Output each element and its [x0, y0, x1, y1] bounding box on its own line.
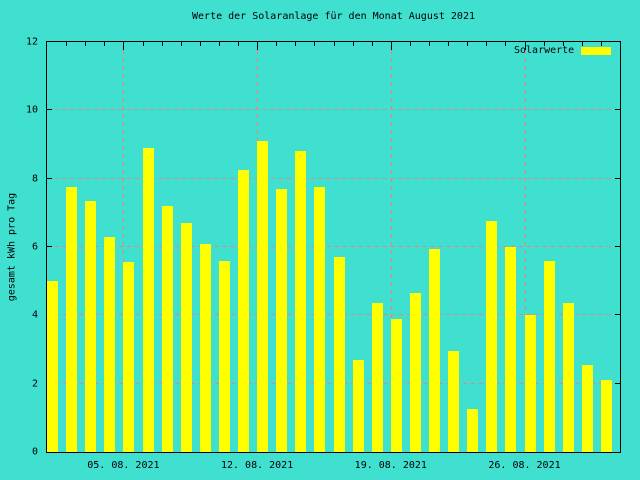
x-tick-minor [352, 42, 354, 46]
bar-day-6 [142, 147, 154, 452]
bar-day-21 [429, 248, 440, 452]
x-tick-label: 19. 08. 2021 [354, 460, 427, 471]
chart-title: Werte der Solaranlage für den Monat Augu… [192, 11, 475, 22]
v-gridline [390, 42, 392, 452]
bar-day-10 [218, 260, 230, 452]
x-tick-minor [409, 42, 411, 46]
y-tick-label: 12 [25, 36, 38, 48]
bar-day-3 [85, 200, 97, 452]
bar-day-22 [448, 351, 460, 452]
bar-day-7 [161, 206, 173, 452]
y-tick-right [615, 314, 620, 316]
bar-day-30 [600, 380, 612, 452]
x-tick-minor [581, 42, 583, 46]
bar-day-16 [333, 257, 345, 452]
x-tick-minor [85, 42, 87, 46]
x-tick-minor [276, 42, 278, 46]
x-tick-minor [180, 42, 182, 46]
y-tick-label: 4 [31, 309, 38, 321]
bar-day-24 [486, 221, 498, 452]
bar-day-23 [467, 409, 479, 452]
y-tick-left [47, 109, 52, 111]
x-tick-minor [467, 42, 469, 46]
x-tick-major [524, 42, 526, 50]
y-tick-right [615, 109, 620, 111]
x-tick-minor [448, 42, 450, 46]
y-tick-right [615, 177, 620, 179]
bar-day-28 [562, 303, 574, 452]
legend-label: Solarwerte [514, 45, 575, 56]
x-tick-minor [505, 42, 507, 46]
bar-day-17 [352, 359, 364, 452]
x-tick-minor [562, 42, 564, 46]
h-gridline [47, 246, 620, 247]
bar-day-25 [505, 247, 517, 452]
v-gridline [524, 42, 526, 452]
y-tick-left [47, 177, 52, 179]
x-tick-minor [218, 42, 220, 46]
bar-day-9 [199, 243, 211, 452]
x-tick-major [123, 42, 125, 50]
x-tick-minor [620, 42, 621, 46]
y-tick-label: 10 [25, 104, 38, 116]
bar-day-18 [371, 303, 383, 452]
x-tick-major [257, 42, 259, 50]
x-tick-minor [333, 42, 335, 46]
bar-day-4 [104, 236, 116, 452]
legend-swatch [581, 46, 612, 55]
y-tick-label: 6 [31, 241, 38, 253]
y-tick-right [615, 382, 620, 384]
bar-day-11 [238, 170, 249, 452]
y-tick-label: 2 [31, 378, 38, 390]
h-gridline [47, 177, 620, 179]
x-tick-minor [314, 42, 316, 46]
x-tick-label: 12. 08. 2021 [220, 460, 294, 471]
x-tick-minor [161, 42, 163, 46]
bar-day-26 [524, 315, 536, 452]
bar-day-14 [295, 151, 307, 452]
bar-day-27 [543, 260, 555, 452]
bar-day-13 [276, 188, 288, 452]
bar-day-19 [390, 318, 402, 452]
y-tick-right [615, 246, 620, 247]
x-tick-minor [543, 42, 545, 46]
v-gridline [123, 42, 125, 452]
x-tick-minor [142, 42, 144, 46]
bar-day-2 [66, 187, 78, 452]
bar-day-15 [314, 187, 326, 452]
x-tick-minor [104, 42, 106, 46]
plot-area: Solarwerte [46, 41, 621, 453]
bar-day-12 [257, 141, 269, 452]
x-tick-minor [600, 42, 602, 46]
x-tick-minor [295, 42, 297, 46]
x-tick-label: 26. 08. 2021 [488, 460, 561, 471]
bar-day-5 [123, 262, 135, 452]
y-tick-label: 0 [31, 446, 38, 458]
bar-day-20 [409, 293, 421, 452]
x-tick-label: 05. 08. 2021 [87, 460, 160, 471]
x-tick-minor [371, 42, 373, 46]
bar-day-1 [47, 281, 58, 452]
x-tick-minor [199, 42, 201, 46]
x-tick-major [390, 42, 392, 50]
x-tick-minor [238, 42, 239, 46]
h-gridline [47, 109, 620, 111]
x-tick-minor [429, 42, 430, 46]
x-tick-minor [66, 42, 68, 46]
x-tick-minor [486, 42, 488, 46]
bar-day-8 [180, 223, 192, 452]
y-tick-label: 8 [31, 173, 38, 185]
legend: Solarwerte [514, 45, 612, 56]
y-tick-left [47, 246, 52, 247]
bar-day-29 [581, 364, 593, 452]
